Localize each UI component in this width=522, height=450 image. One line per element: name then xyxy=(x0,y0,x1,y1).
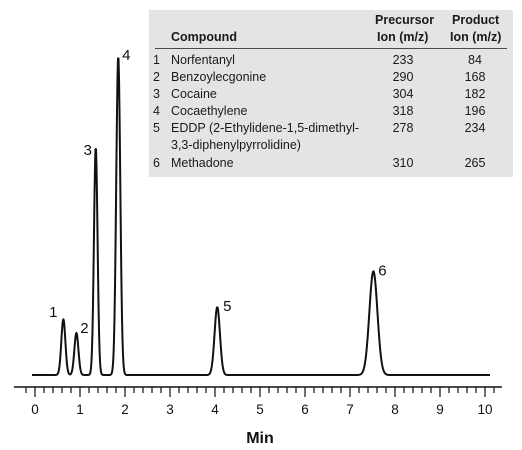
product-ion: 234 xyxy=(464,121,486,135)
x-tick-label: 8 xyxy=(391,402,399,417)
header-precursor-line2: Ion (m/z) xyxy=(377,30,429,44)
product-ion: 168 xyxy=(464,70,486,84)
precursor-ion: 278 xyxy=(392,121,414,135)
compound-table: Compound Precursor Ion (m/z) Product Ion… xyxy=(149,10,513,177)
x-axis-label: Min xyxy=(246,430,274,447)
compound-name-continued: 3,3-diphenylpyrrolidine) xyxy=(171,138,301,152)
precursor-ion: 318 xyxy=(392,104,414,118)
product-ion: 84 xyxy=(468,53,482,67)
chromatogram-trace xyxy=(31,57,491,376)
row-number: 2 xyxy=(153,70,160,84)
header-product-line2: Ion (m/z) xyxy=(450,30,502,44)
x-tick-label: 7 xyxy=(346,402,354,417)
header-compound: Compound xyxy=(171,30,237,44)
product-ion: 196 xyxy=(464,104,486,118)
x-tick-label: 4 xyxy=(211,402,219,417)
product-ion: 265 xyxy=(464,156,486,170)
peak-label: 3 xyxy=(84,142,92,159)
product-ion: 182 xyxy=(464,87,486,101)
compound-name: EDDP (2-Ethylidene-1,5-dimethyl- xyxy=(171,121,360,135)
row-number: 5 xyxy=(153,121,160,135)
peak-label: 5 xyxy=(223,298,231,315)
x-tick-label: 2 xyxy=(121,402,129,417)
x-tick-label: 3 xyxy=(166,402,174,417)
peak-label: 2 xyxy=(80,320,88,337)
header-divider xyxy=(155,48,507,49)
x-tick-label: 9 xyxy=(436,402,444,417)
x-tick-label: 6 xyxy=(301,402,309,417)
x-tick-label: 0 xyxy=(31,402,39,417)
x-tick-label: 5 xyxy=(256,402,264,417)
x-tick-label: 1 xyxy=(76,402,84,417)
peak-label: 6 xyxy=(378,262,386,279)
header-precursor-line1: Precursor xyxy=(375,13,435,27)
precursor-ion: 310 xyxy=(392,156,414,170)
compound-name: Cocaethylene xyxy=(171,104,248,118)
compound-name: Norfentanyl xyxy=(171,53,235,67)
row-number: 3 xyxy=(153,87,160,101)
row-number: 4 xyxy=(153,104,160,118)
precursor-ion: 304 xyxy=(392,87,414,101)
row-number: 6 xyxy=(153,156,160,170)
compound-name: Methadone xyxy=(171,156,234,170)
peak-label: 4 xyxy=(122,47,130,64)
precursor-ion: 233 xyxy=(392,53,414,67)
precursor-ion: 290 xyxy=(392,70,414,84)
peak-label: 1 xyxy=(49,304,57,321)
x-tick-label: 10 xyxy=(477,402,492,417)
row-number: 1 xyxy=(153,53,160,67)
header-product-line1: Product xyxy=(452,13,500,27)
compound-name: Benzoylecgonine xyxy=(171,70,267,84)
compound-name: Cocaine xyxy=(171,87,217,101)
